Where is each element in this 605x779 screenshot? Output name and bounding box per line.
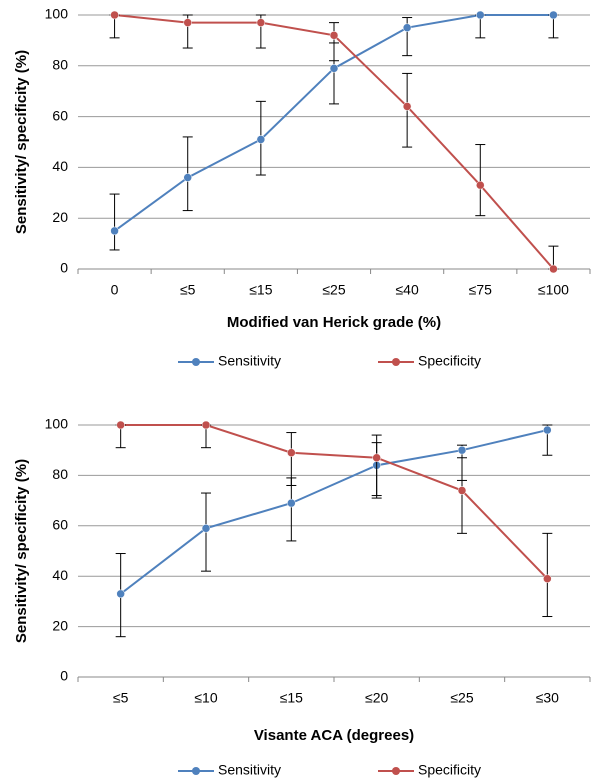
legend-marker: [392, 767, 400, 775]
x-tick-label: ≤10: [194, 690, 217, 706]
y-tick-label: 20: [52, 209, 68, 225]
legend-label: Sensitivity: [218, 762, 281, 778]
x-tick-label: ≤20: [365, 690, 388, 706]
point: [287, 448, 296, 457]
legend-label: Sensitivity: [218, 353, 281, 369]
point: [476, 180, 485, 190]
x-tick-label: ≤15: [280, 690, 303, 706]
point: [549, 10, 558, 20]
point: [110, 10, 119, 20]
series-line: [120, 424, 549, 580]
legend-label: Specificity: [418, 762, 481, 778]
x-tick-label: ≤25: [322, 282, 345, 298]
legend-marker: [192, 767, 200, 775]
point: [402, 23, 412, 32]
chart: 0 20 40 60 80 100 ≤5 ≤10 ≤15 ≤20 ≤25 ≤30 Visante ACA…: [13, 416, 591, 778]
point: [201, 420, 211, 430]
y-axis-title: Sensitivity/ specificity (%): [13, 50, 30, 234]
y-axis-title: Sensitivity/ specificity (%): [13, 459, 30, 643]
legend-marker: [192, 358, 200, 366]
y-tick-label: 100: [45, 416, 69, 432]
x-tick-label: ≤5: [113, 690, 129, 706]
point: [549, 264, 558, 274]
x-tick-label: ≤30: [536, 690, 559, 706]
point: [201, 524, 211, 533]
y-tick-label: 0: [60, 260, 68, 276]
point: [329, 31, 339, 40]
error-bar: [286, 432, 297, 486]
point: [116, 420, 125, 430]
point: [183, 173, 192, 182]
chart: 0 20 40 60 80 100 0 ≤5 ≤15 ≤25 ≤40 ≤75 ≤100 Modified …: [13, 6, 591, 369]
legend-label: Specificity: [418, 353, 481, 369]
y-tick-label: 40: [52, 158, 68, 174]
error-bar: [286, 477, 297, 542]
y-tick-label: 20: [52, 617, 68, 633]
y-tick-label: 60: [52, 517, 68, 533]
point: [543, 425, 552, 435]
x-tick-label: ≤100: [538, 282, 569, 298]
point: [543, 574, 552, 583]
y-tick-label: 0: [60, 668, 68, 684]
y-tick-label: 100: [45, 6, 69, 22]
error-bar: [402, 17, 413, 57]
x-tick-label: ≤75: [469, 282, 492, 298]
x-tick-label: ≤15: [249, 282, 272, 298]
error-bar: [329, 22, 339, 62]
x-tick-label: ≤25: [450, 690, 473, 706]
y-tick-label: 60: [52, 107, 68, 123]
point: [372, 453, 381, 463]
point: [116, 589, 125, 599]
point: [110, 226, 119, 236]
point: [287, 498, 296, 508]
x-tick-label: ≤40: [396, 282, 419, 298]
x-axis-title: Visante ACA (degrees): [254, 727, 414, 744]
error-bar: [457, 457, 467, 534]
y-tick-label: 80: [52, 57, 68, 73]
series-line: [120, 429, 548, 595]
point: [457, 486, 467, 495]
point: [256, 18, 266, 27]
error-bar: [371, 434, 382, 497]
point: [457, 445, 467, 455]
y-tick-label: 40: [52, 567, 68, 583]
point: [402, 102, 412, 111]
legend-marker: [392, 358, 400, 366]
point: [256, 135, 266, 144]
error-bar: [475, 144, 486, 217]
point: [329, 64, 339, 73]
x-tick-label: 0: [111, 282, 119, 298]
point: [183, 18, 192, 27]
error-bar: [109, 193, 120, 251]
point: [476, 10, 485, 20]
x-tick-label: ≤5: [180, 282, 196, 298]
y-tick-label: 80: [52, 466, 68, 482]
x-axis-title: Modified van Herick grade (%): [227, 314, 441, 331]
